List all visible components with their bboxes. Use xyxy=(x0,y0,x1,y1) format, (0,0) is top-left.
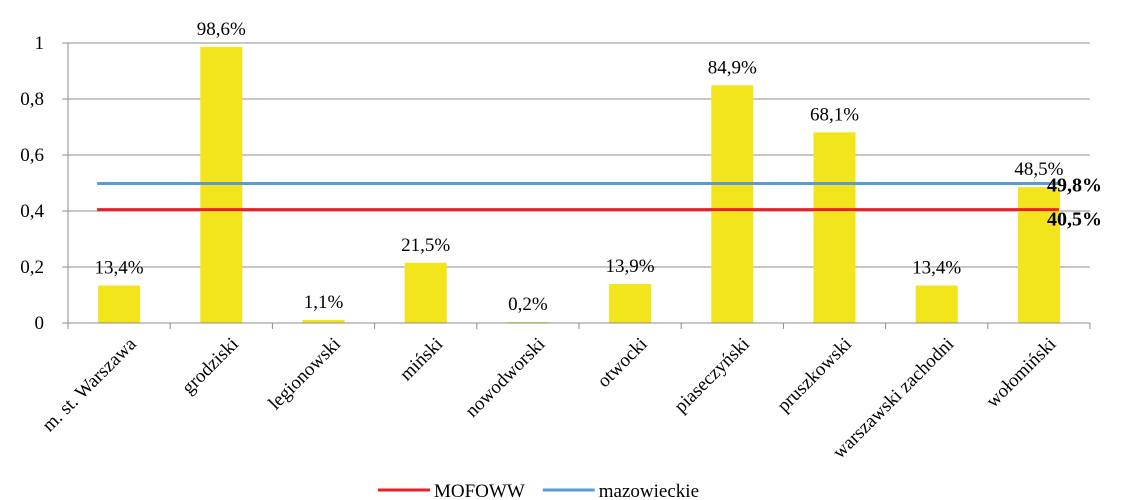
data-label: 13,9% xyxy=(606,256,655,277)
data-label: 68,1% xyxy=(810,104,859,125)
data-label: 21,5% xyxy=(401,235,450,256)
bar xyxy=(1017,187,1060,323)
category-label: miński xyxy=(396,334,447,385)
y-tick-label: 0,4 xyxy=(20,201,44,222)
category-label: otwocki xyxy=(593,334,651,392)
category-label: grodziski xyxy=(178,334,243,399)
labels: 0 0,2 0,4 0,6 0,8 1 13,4% m. st. Warszawa 98,6% g… xyxy=(20,19,1102,463)
data-label: 84,9% xyxy=(708,57,757,78)
category-label: nowodworski xyxy=(461,334,549,422)
legend-entry: MOFOWW xyxy=(434,481,525,500)
bar xyxy=(813,132,856,323)
axes xyxy=(62,42,1091,329)
legend: MOFOWW mazowieckie xyxy=(378,481,699,500)
y-tick-label: 0,6 xyxy=(20,145,44,166)
data-label: 0,2% xyxy=(508,294,548,315)
data-label: 13,4% xyxy=(912,257,961,278)
legend-entry: mazowieckie xyxy=(599,481,699,500)
data-label: 1,1% xyxy=(304,292,344,313)
bar xyxy=(915,285,958,323)
bar xyxy=(711,85,754,323)
y-tick-label: 0,8 xyxy=(20,89,44,110)
bar xyxy=(404,262,447,323)
reference-line-label: 40,5% xyxy=(1047,209,1102,231)
data-label: 13,4% xyxy=(95,257,144,278)
bar xyxy=(609,284,652,323)
bar xyxy=(98,285,141,323)
category-label: pruszkowski xyxy=(773,334,856,417)
reference-lines xyxy=(97,182,1059,212)
category-label: wołomiński xyxy=(982,334,1060,412)
y-tick-label: 1 xyxy=(35,33,45,54)
bar xyxy=(302,319,345,323)
y-tick-label: 0,2 xyxy=(20,257,44,278)
category-label: legionowski xyxy=(265,334,346,415)
data-label: 98,6% xyxy=(197,19,246,40)
category-label: piaseczyński xyxy=(670,334,753,417)
category-label: m. st. Warszawa xyxy=(38,333,141,436)
data-label: 48,5% xyxy=(1014,159,1063,180)
y-tick-label: 0 xyxy=(35,313,45,334)
reference-line-label: 49,8% xyxy=(1047,175,1102,197)
